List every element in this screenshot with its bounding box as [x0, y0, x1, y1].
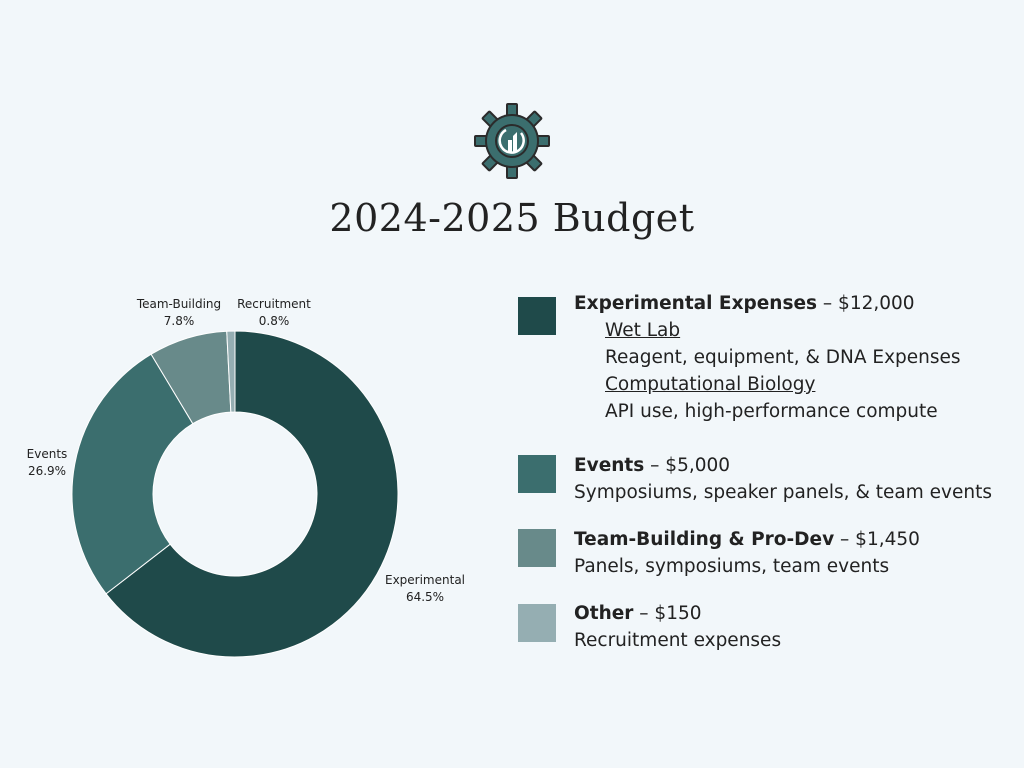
legend-amount: – $12,000 [817, 293, 915, 314]
legend-amount: – $5,000 [644, 455, 731, 476]
slice-label: Events [27, 447, 68, 461]
legend-heading: Experimental Expenses [574, 293, 818, 314]
legend-description: API use, high-performance compute [605, 401, 938, 422]
legend-subtitle: Wet Lab [605, 320, 681, 341]
legend-swatch-team-building [518, 529, 556, 567]
gear-shape [474, 103, 550, 179]
slice-label: Recruitment [237, 297, 311, 311]
legend-description: Reagent, equipment, & DNA Expenses [605, 347, 961, 368]
donut-slice-experimental [105, 330, 399, 658]
page-title: 2024-2025 Budget [329, 196, 695, 240]
slice-percent: 64.5% [406, 590, 444, 604]
legend-subtitle: Computational Biology [605, 374, 816, 395]
legend-swatch-events [518, 455, 556, 493]
slice-label: Experimental [385, 573, 465, 587]
legend-swatch-experimental [518, 297, 556, 335]
legend-heading: Team-Building & Pro-Dev [574, 529, 835, 550]
gear-logo-icon [474, 103, 550, 179]
legend-heading: Events [574, 455, 645, 476]
legend-description: Recruitment expenses [574, 630, 782, 651]
slice-percent: 7.8% [164, 314, 195, 328]
legend-swatch-other [518, 604, 556, 642]
legend-description: Panels, symposiums, team events [574, 556, 890, 577]
budget-donut-chart: Experimental 64.5% Events 26.9% Team-Buildin… [27, 297, 465, 658]
slice-percent: 26.9% [28, 464, 66, 478]
legend-description: Symposiums, speaker panels, & team event… [574, 482, 992, 503]
slice-percent: 0.8% [259, 314, 290, 328]
legend-amount: – $150 [633, 603, 702, 624]
slice-label: Team-Building [136, 297, 221, 311]
donut-slice-recruitment [226, 330, 236, 413]
legend-amount: – $1,450 [834, 529, 920, 550]
donut-slice-events [71, 353, 194, 595]
legend-heading: Other [574, 603, 634, 624]
